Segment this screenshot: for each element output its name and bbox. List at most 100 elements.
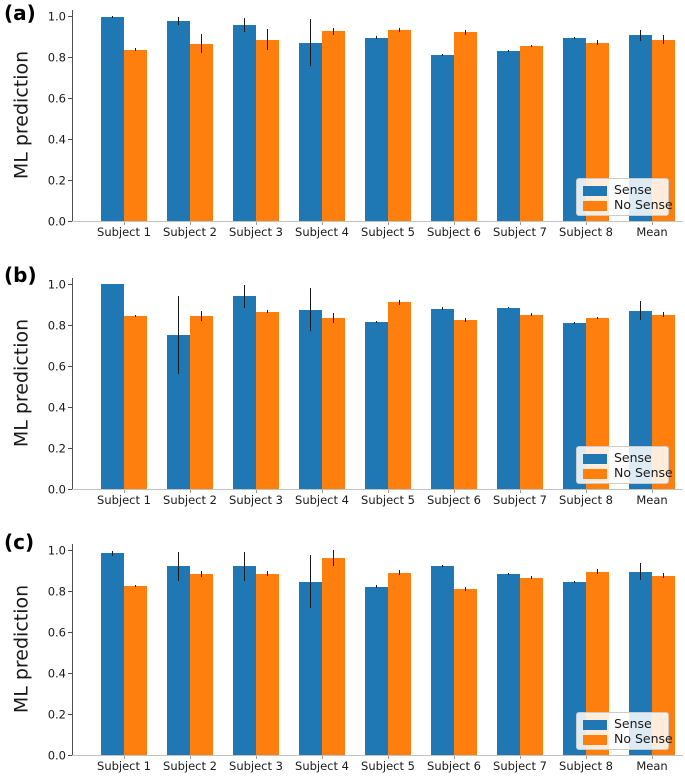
x-tick-mark <box>586 490 587 493</box>
error-bar <box>662 35 665 45</box>
legend-swatch-sense <box>583 719 607 730</box>
bar-no-sense-subject-7 <box>520 314 543 489</box>
bar-no-sense-subject-4 <box>322 317 345 489</box>
y-tick-label: 0.4 <box>47 665 66 680</box>
bar-sense-subject-5 <box>365 321 388 489</box>
y-tick-mark <box>68 57 72 58</box>
x-tick-label-subject-7: Subject 7 <box>493 493 547 507</box>
bar-sense-mean <box>629 571 652 755</box>
y-axis-label: ML prediction <box>10 51 33 180</box>
bar-sense-subject-5 <box>365 586 388 755</box>
bar-sense-subject-2 <box>167 335 190 489</box>
bar-sense-subject-5 <box>365 37 388 221</box>
y-tick-label: 0.0 <box>47 481 66 496</box>
x-tick-label-subject-5: Subject 5 <box>361 759 415 773</box>
y-tick-mark <box>68 489 72 490</box>
error-bar <box>507 572 510 575</box>
y-tick-label: 1.0 <box>47 542 66 557</box>
error-bar <box>464 318 467 322</box>
x-axis-spine <box>72 221 683 222</box>
x-tick-label-subject-1: Subject 1 <box>97 493 151 507</box>
bar-sense-subject-1 <box>101 284 124 489</box>
y-axis-label: ML prediction <box>10 319 33 448</box>
x-tick-label-subject-6: Subject 6 <box>427 225 481 239</box>
x-tick-label-mean: Mean <box>636 759 668 773</box>
x-tick-mark <box>454 222 455 225</box>
panel-a: (a) ML prediction 0.0 0.2 0.4 0.6 0.8 1.0 Subjec… <box>0 0 685 259</box>
x-tick-mark <box>388 756 389 759</box>
x-tick-mark <box>124 490 125 493</box>
x-tick-label-subject-5: Subject 5 <box>361 493 415 507</box>
x-tick-label-subject-3: Subject 3 <box>229 225 283 239</box>
panel-b: (b) ML prediction 0.0 0.2 0.4 0.6 0.8 1.0 Subjec… <box>0 259 685 518</box>
y-axis-spine <box>72 543 73 756</box>
x-tick-label-subject-6: Subject 6 <box>427 759 481 773</box>
x-tick-mark <box>124 222 125 225</box>
bar-sense-subject-2 <box>167 566 190 755</box>
error-bar <box>441 54 444 56</box>
error-bar <box>177 552 180 581</box>
y-tick-label: 0.6 <box>47 90 66 105</box>
bar-no-sense-mean <box>652 39 675 221</box>
x-tick-mark <box>190 756 191 759</box>
error-bar <box>639 29 642 42</box>
x-tick-mark <box>520 490 521 493</box>
bar-no-sense-subject-2 <box>190 43 213 221</box>
x-tick-mark <box>388 222 389 225</box>
error-bar <box>177 296 180 375</box>
error-bar <box>375 585 378 589</box>
x-tick-mark <box>520 756 521 759</box>
bar-no-sense-subject-5 <box>388 572 411 755</box>
error-bar <box>398 300 401 305</box>
legend-swatch-sense <box>583 185 607 196</box>
x-tick-mark <box>256 490 257 493</box>
legend-label: No Sense <box>614 197 673 213</box>
legend: Sense No Sense <box>576 446 673 484</box>
x-tick-label-subject-3: Subject 3 <box>229 493 283 507</box>
error-bar <box>375 36 378 39</box>
legend-row: Sense <box>583 717 668 732</box>
bar-no-sense-subject-4 <box>322 558 345 755</box>
error-bar <box>375 320 378 323</box>
legend-swatch-no-sense <box>583 734 607 745</box>
error-bar <box>464 586 467 592</box>
bar-no-sense-subject-7 <box>520 577 543 755</box>
error-bar <box>134 48 137 52</box>
error-bar <box>177 17 180 26</box>
legend-label: No Sense <box>614 731 673 747</box>
x-tick-label-subject-5: Subject 5 <box>361 225 415 239</box>
error-bar <box>266 29 269 50</box>
x-tick-label-mean: Mean <box>636 225 668 239</box>
x-tick-mark <box>388 490 389 493</box>
bar-no-sense-subject-1 <box>124 585 147 755</box>
bar-no-sense-subject-8 <box>586 42 609 221</box>
x-tick-mark <box>652 756 653 759</box>
bar-sense-subject-6 <box>431 566 454 755</box>
error-bar <box>464 29 467 35</box>
bar-sense-subject-4 <box>299 42 322 221</box>
bar-no-sense-subject-1 <box>124 315 147 489</box>
legend-row: No Sense <box>583 732 673 747</box>
panel-c: (c) ML prediction 0.0 0.2 0.4 0.6 0.8 1.0 Subjec… <box>0 518 685 777</box>
x-tick-mark <box>190 222 191 225</box>
y-tick-label: 0.2 <box>47 706 66 721</box>
panel-label-b: (b) <box>4 263 37 287</box>
bar-sense-subject-8 <box>563 37 586 221</box>
y-tick-mark <box>68 448 72 449</box>
x-tick-label-subject-1: Subject 1 <box>97 225 151 239</box>
y-axis-label: ML prediction <box>10 585 33 714</box>
y-tick-mark <box>68 98 72 99</box>
legend-row: No Sense <box>583 198 673 213</box>
x-tick-mark <box>322 756 323 759</box>
legend-swatch-sense <box>583 453 607 464</box>
x-tick-label-subject-1: Subject 1 <box>97 759 151 773</box>
x-tick-mark <box>586 756 587 759</box>
error-bar <box>596 316 599 319</box>
error-bar <box>243 552 246 581</box>
error-bar <box>200 570 203 577</box>
x-axis-spine <box>72 489 683 490</box>
x-tick-mark <box>124 756 125 759</box>
y-tick-mark <box>68 591 72 592</box>
bar-sense-subject-3 <box>233 296 256 489</box>
x-tick-label-subject-7: Subject 7 <box>493 225 547 239</box>
